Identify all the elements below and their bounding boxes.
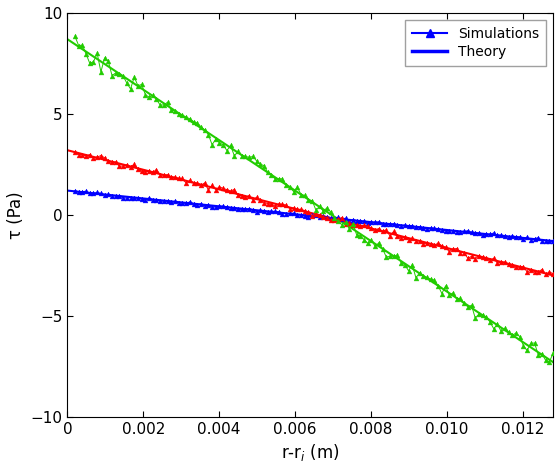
Y-axis label: τ (Pa): τ (Pa) (7, 191, 25, 239)
X-axis label: r-r$_i$ (m): r-r$_i$ (m) (281, 442, 339, 463)
Legend: Simulations, Theory: Simulations, Theory (405, 20, 546, 66)
